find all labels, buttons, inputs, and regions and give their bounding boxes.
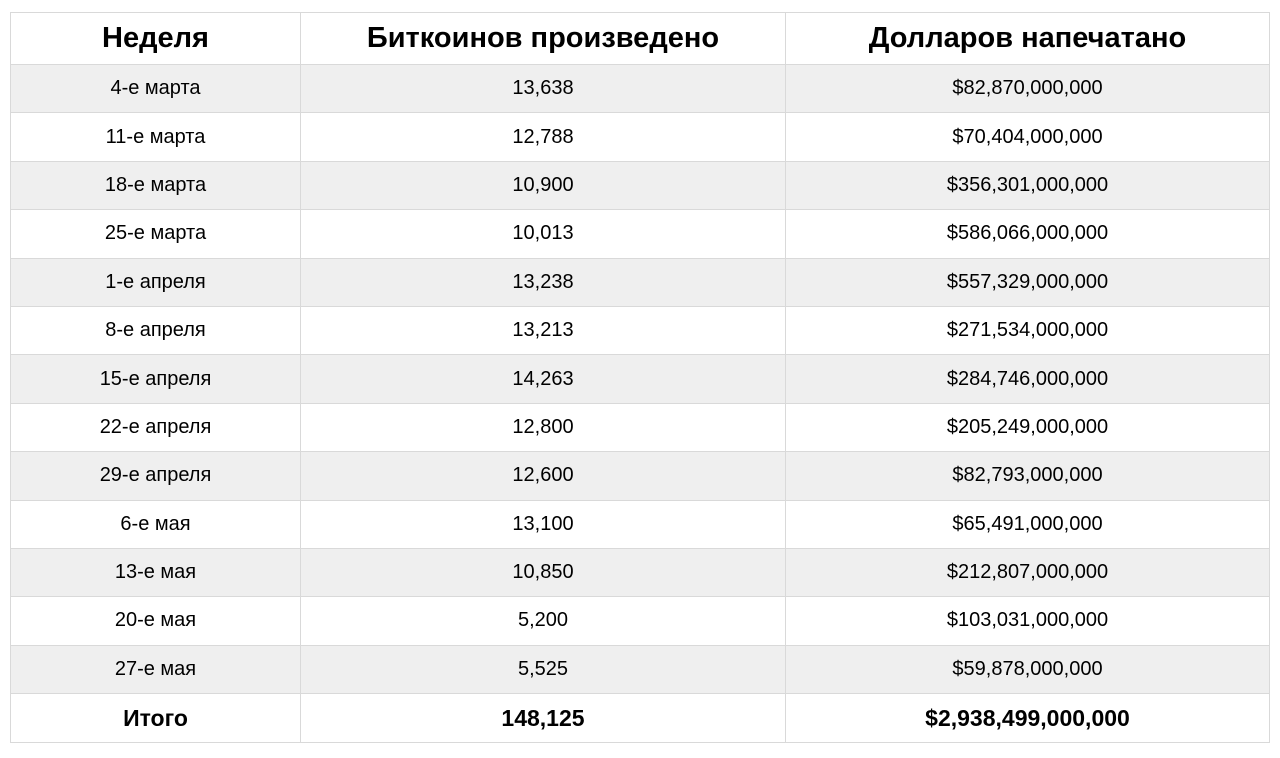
cell-dollars: $82,870,000,000: [785, 63, 1270, 114]
cell-bitcoins: 12,800: [300, 402, 786, 453]
table-row: 13-е мая 10,850 $212,807,000,000: [10, 547, 1270, 598]
table-row: 11-е марта 12,788 $70,404,000,000: [10, 112, 1270, 162]
cell-bitcoins: 10,900: [300, 160, 786, 211]
total-dollars: $2,938,499,000,000: [785, 693, 1270, 744]
table-row: 22-е апреля 12,800 $205,249,000,000: [10, 402, 1270, 453]
table-row: 8-е апреля 13,213 $271,534,000,000: [10, 305, 1270, 356]
cell-week: 25-е марта: [10, 209, 301, 259]
bitcoin-vs-dollars-table: Неделя Биткоинов произведено Долларов на…: [10, 12, 1270, 744]
data-table-container: Неделя Биткоинов произведено Долларов на…: [10, 12, 1270, 744]
header-week: Неделя: [10, 12, 301, 65]
cell-dollars: $59,878,000,000: [785, 644, 1270, 695]
cell-bitcoins: 5,525: [300, 644, 786, 695]
header-row: Неделя Биткоинов произведено Долларов на…: [10, 12, 1270, 65]
cell-week: 20-е мая: [10, 596, 301, 646]
cell-bitcoins: 5,200: [300, 596, 786, 646]
cell-dollars: $356,301,000,000: [785, 160, 1270, 211]
cell-bitcoins: 13,100: [300, 499, 786, 549]
table-row: 27-е мая 5,525 $59,878,000,000: [10, 644, 1270, 695]
table-row: 29-е апреля 12,600 $82,793,000,000: [10, 451, 1270, 501]
cell-dollars: $284,746,000,000: [785, 354, 1270, 404]
cell-week: 4-е марта: [10, 63, 301, 114]
cell-dollars: $82,793,000,000: [785, 451, 1270, 501]
table-footer: Итого 148,125 $2,938,499,000,000: [10, 693, 1270, 744]
header-dollars-printed: Долларов напечатано: [785, 12, 1270, 65]
table-row: 15-е апреля 14,263 $284,746,000,000: [10, 354, 1270, 404]
cell-week: 13-е мая: [10, 547, 301, 598]
table-row: 6-е мая 13,100 $65,491,000,000: [10, 499, 1270, 549]
cell-dollars: $586,066,000,000: [785, 209, 1270, 259]
table-row: 18-е марта 10,900 $356,301,000,000: [10, 160, 1270, 211]
total-label: Итого: [10, 693, 301, 744]
table-header: Неделя Биткоинов произведено Долларов на…: [10, 12, 1270, 65]
cell-dollars: $271,534,000,000: [785, 305, 1270, 356]
cell-bitcoins: 10,013: [300, 209, 786, 259]
cell-week: 15-е апреля: [10, 354, 301, 404]
cell-dollars: $70,404,000,000: [785, 112, 1270, 162]
table-body: 4-е марта 13,638 $82,870,000,000 11-е ма…: [10, 63, 1270, 695]
cell-week: 1-е апреля: [10, 257, 301, 307]
table-row: 4-е марта 13,638 $82,870,000,000: [10, 63, 1270, 114]
cell-bitcoins: 10,850: [300, 547, 786, 598]
cell-bitcoins: 13,238: [300, 257, 786, 307]
table-row: 25-е марта 10,013 $586,066,000,000: [10, 209, 1270, 259]
cell-bitcoins: 13,213: [300, 305, 786, 356]
cell-bitcoins: 14,263: [300, 354, 786, 404]
cell-week: 8-е апреля: [10, 305, 301, 356]
cell-dollars: $103,031,000,000: [785, 596, 1270, 646]
cell-week: 29-е апреля: [10, 451, 301, 501]
table-row: 20-е мая 5,200 $103,031,000,000: [10, 596, 1270, 646]
cell-dollars: $212,807,000,000: [785, 547, 1270, 598]
cell-week: 27-е мая: [10, 644, 301, 695]
cell-week: 6-е мая: [10, 499, 301, 549]
table-row: 1-е апреля 13,238 $557,329,000,000: [10, 257, 1270, 307]
total-row: Итого 148,125 $2,938,499,000,000: [10, 693, 1270, 744]
cell-bitcoins: 12,600: [300, 451, 786, 501]
header-bitcoins-produced: Биткоинов произведено: [300, 12, 786, 65]
cell-dollars: $205,249,000,000: [785, 402, 1270, 453]
cell-dollars: $65,491,000,000: [785, 499, 1270, 549]
cell-week: 18-е марта: [10, 160, 301, 211]
cell-bitcoins: 13,638: [300, 63, 786, 114]
cell-week: 11-е марта: [10, 112, 301, 162]
total-bitcoins: 148,125: [300, 693, 786, 744]
cell-bitcoins: 12,788: [300, 112, 786, 162]
cell-week: 22-е апреля: [10, 402, 301, 453]
cell-dollars: $557,329,000,000: [785, 257, 1270, 307]
